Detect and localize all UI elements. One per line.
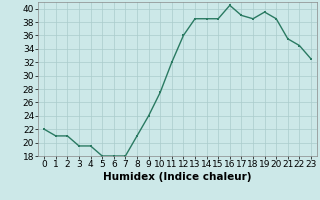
X-axis label: Humidex (Indice chaleur): Humidex (Indice chaleur): [103, 172, 252, 182]
